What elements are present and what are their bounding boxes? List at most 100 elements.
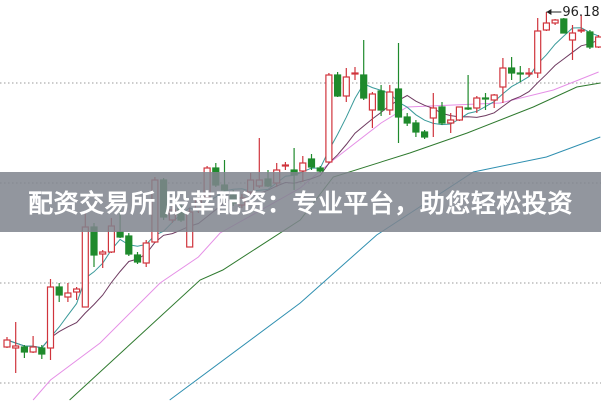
arrow-left-icon xyxy=(546,9,552,15)
candle-up xyxy=(386,85,394,115)
candle-up xyxy=(455,106,463,121)
candle-up xyxy=(577,15,585,33)
candle-body xyxy=(499,67,507,88)
candle-down xyxy=(516,66,524,82)
candle-up xyxy=(551,19,559,25)
candle-up xyxy=(351,67,359,80)
candle-body xyxy=(586,31,594,48)
candle-down xyxy=(481,93,490,110)
candle-body xyxy=(508,67,516,74)
candle-body xyxy=(577,29,585,32)
candle-body xyxy=(325,74,333,163)
candle-up xyxy=(46,279,55,360)
candle-body xyxy=(412,122,420,133)
candle-body xyxy=(560,18,568,34)
candle-body xyxy=(81,226,89,308)
candle-body xyxy=(46,286,55,349)
candle-up xyxy=(368,92,376,128)
candle-body xyxy=(464,107,472,110)
candle-up xyxy=(142,240,150,267)
candle-body xyxy=(281,164,289,167)
candle-up xyxy=(490,94,498,108)
candle-body xyxy=(403,116,411,124)
candle-up xyxy=(534,18,542,78)
candle-body xyxy=(12,345,20,349)
candle-body xyxy=(142,242,150,264)
candle-body xyxy=(316,167,324,172)
ma30-line xyxy=(69,82,601,401)
candle-down xyxy=(508,57,516,80)
candle-body xyxy=(421,131,429,138)
candle-body xyxy=(351,72,359,75)
candle-up xyxy=(429,93,437,137)
candle-up xyxy=(99,250,107,268)
banner-text: 配资交易所 股莘配资：专业平台，助您轻松投资 xyxy=(28,189,573,218)
candle-body xyxy=(334,74,342,97)
high-annotation: 96.18 xyxy=(546,5,600,20)
candle-up xyxy=(542,12,551,31)
candle-body xyxy=(429,107,437,119)
candle-body xyxy=(116,231,124,238)
candle-body xyxy=(481,97,490,100)
candle-body xyxy=(29,346,37,353)
candle-up xyxy=(568,25,577,60)
candle-down xyxy=(586,30,594,49)
candle-body xyxy=(307,158,316,168)
candle-up xyxy=(473,96,481,113)
candle-body xyxy=(516,72,524,75)
candle-body xyxy=(64,292,72,298)
candle-up xyxy=(342,68,350,102)
candle-down xyxy=(133,252,142,264)
candle-body xyxy=(447,119,455,124)
candle-body xyxy=(360,74,368,99)
candle-up xyxy=(499,58,507,103)
candle-body xyxy=(551,19,559,24)
candle-body xyxy=(455,106,463,121)
candle-down xyxy=(438,102,446,125)
candle-down xyxy=(55,283,63,302)
candle-down xyxy=(334,72,342,97)
candle-down xyxy=(360,40,368,100)
candle-body xyxy=(386,91,394,111)
candle-body xyxy=(594,36,601,48)
candle-body xyxy=(525,72,533,75)
candle-down xyxy=(125,233,133,256)
candle-body xyxy=(473,97,481,109)
candle-body xyxy=(72,288,81,293)
candle-down xyxy=(394,43,403,143)
candle-body xyxy=(394,88,403,118)
gridlines xyxy=(0,82,601,384)
candle-body xyxy=(490,94,498,101)
candle-body xyxy=(55,286,63,296)
candle-up xyxy=(281,162,289,170)
candle-down xyxy=(403,113,411,126)
candle-body xyxy=(299,162,307,172)
candle-down xyxy=(560,18,568,34)
candle-down xyxy=(38,345,46,359)
candle-up xyxy=(29,336,37,353)
candle-body xyxy=(377,90,385,111)
title-banner: 配资交易所 股莘配资：专业平台，助您轻松投资 xyxy=(0,172,601,232)
candle-body xyxy=(125,235,133,255)
candle-up xyxy=(3,337,11,348)
candle-body xyxy=(99,251,107,255)
candle-body xyxy=(38,347,46,355)
candle-body xyxy=(438,106,446,124)
candle-up xyxy=(64,283,72,302)
candle-up xyxy=(72,287,81,300)
candle-body xyxy=(3,339,11,348)
candle-body xyxy=(568,32,577,41)
candle-body xyxy=(342,76,350,97)
candle-down xyxy=(307,154,316,170)
candle-up xyxy=(447,113,455,133)
candle-body xyxy=(534,30,542,74)
candle-body xyxy=(368,93,376,111)
candle-down xyxy=(464,75,472,110)
candle-up xyxy=(325,73,333,163)
candle-down xyxy=(412,120,420,137)
high-value-label: 96.18 xyxy=(562,5,599,20)
candle-body xyxy=(20,346,28,353)
candle-up xyxy=(12,322,20,373)
candle-down xyxy=(377,85,385,116)
